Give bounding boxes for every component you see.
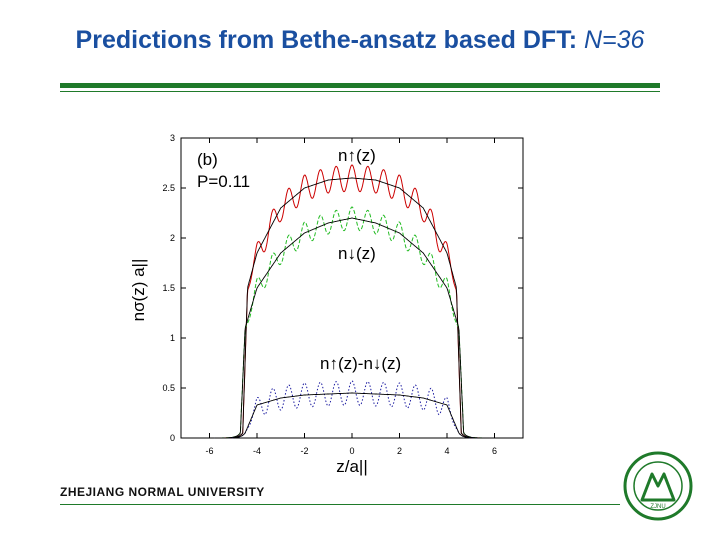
slide-title-main: Predictions from Bethe-ansatz based DFT: bbox=[75, 26, 584, 54]
title-divider-thin bbox=[60, 91, 660, 92]
parameter-label: P=0.11 bbox=[197, 172, 250, 191]
series-fit-line-3 bbox=[214, 392, 490, 439]
title-divider bbox=[60, 83, 660, 88]
series-fit-line-1 bbox=[214, 177, 490, 439]
annotation-n-up: n↑(z) bbox=[338, 146, 376, 165]
x-axis-label: z/a|| bbox=[336, 457, 368, 476]
logo-mountain-icon bbox=[640, 472, 676, 502]
y-tick-label: 3 bbox=[170, 133, 175, 143]
series-fit-line-2 bbox=[214, 217, 490, 439]
y-axis: 0 0.5 1 1.5 2 2.5 3 bbox=[162, 133, 523, 443]
y-tick-label: 2.5 bbox=[162, 183, 175, 193]
y-tick-label: 2 bbox=[170, 233, 175, 243]
x-tick-label: 2 bbox=[397, 446, 402, 456]
x-tick-label: 6 bbox=[492, 446, 497, 456]
y-tick-label: 0 bbox=[170, 433, 175, 443]
y-tick-label: 1 bbox=[170, 333, 175, 343]
footer-divider bbox=[60, 504, 620, 505]
slide-title: Predictions from Bethe-ansatz based DFT:… bbox=[0, 26, 720, 55]
annotation-n-down: n↓(z) bbox=[338, 244, 376, 263]
panel-label: (b) bbox=[197, 150, 218, 169]
y-tick-label: 0.5 bbox=[162, 383, 175, 393]
x-axis: -6 -4 -2 0 2 4 6 bbox=[205, 138, 497, 456]
series-line-1 bbox=[214, 164, 490, 439]
y-tick-label: 1.5 bbox=[162, 283, 175, 293]
university-name: ZHEJIANG NORMAL UNIVERSITY bbox=[60, 485, 265, 499]
x-tick-label: 0 bbox=[349, 446, 354, 456]
slide-title-variable: N=36 bbox=[583, 26, 645, 54]
y-axis-label: nσ(z) a|| bbox=[129, 259, 148, 322]
series-line-2 bbox=[214, 206, 490, 439]
logo-outer-ring bbox=[623, 451, 693, 521]
x-tick-label: -6 bbox=[205, 446, 213, 456]
series-layer bbox=[214, 164, 490, 439]
logo-inner-ring bbox=[633, 461, 683, 511]
x-tick-label: -4 bbox=[253, 446, 261, 456]
annotation-difference: n↑(z)-n↓(z) bbox=[320, 354, 401, 373]
university-logo: ZJNU bbox=[623, 451, 693, 521]
logo-text: ZJNU bbox=[650, 504, 665, 510]
x-tick-label: -2 bbox=[300, 446, 308, 456]
x-tick-label: 4 bbox=[444, 446, 449, 456]
